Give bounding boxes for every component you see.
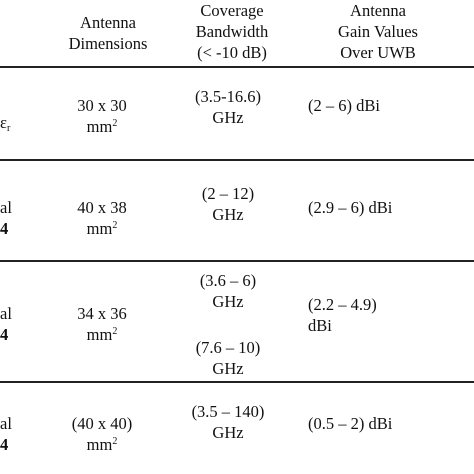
row-1-left: εr <box>0 113 11 134</box>
row-1-bandwidth: (3.5-16.6) GHz <box>195 87 261 127</box>
header-gain: Antenna Gain Values Over UWB <box>338 1 418 62</box>
row-2-bandwidth: (2 – 12) GHz <box>201 184 255 224</box>
row-4-dimensions: (40 x 40) mm2 <box>71 414 133 454</box>
header-dimensions: Antenna Dimensions <box>68 13 148 53</box>
row-2-left: al 4 <box>0 198 12 238</box>
row-3-gain: (2.2 – 4.9) dBi <box>308 295 377 335</box>
row-3-bandwidth-b: (7.6 – 10) GHz <box>195 338 261 378</box>
row-4-gain: (0.5 – 2) dBi <box>308 414 393 433</box>
row-3-dimensions: 34 x 36 mm2 <box>77 304 127 344</box>
row-3-left: al 4 <box>0 304 12 344</box>
row-4-left: al 4 <box>0 414 12 454</box>
row-3-rule <box>0 381 474 383</box>
row-2-dimensions: 40 x 38 mm2 <box>77 198 127 238</box>
row-3-bandwidth-a: (3.6 – 6) GHz <box>199 271 257 311</box>
row-4-bandwidth: (3.5 – 140) GHz <box>191 402 265 442</box>
header-bandwidth: Coverage Bandwidth (< -10 dB) <box>195 1 269 62</box>
row-1-dimensions: 30 x 30 mm2 <box>77 96 127 136</box>
row-1-gain: (2 – 6) dBi <box>308 96 380 115</box>
header-rule <box>0 66 474 68</box>
row-2-rule <box>0 260 474 262</box>
row-1-rule <box>0 159 474 161</box>
row-2-gain: (2.9 – 6) dBi <box>308 198 393 217</box>
